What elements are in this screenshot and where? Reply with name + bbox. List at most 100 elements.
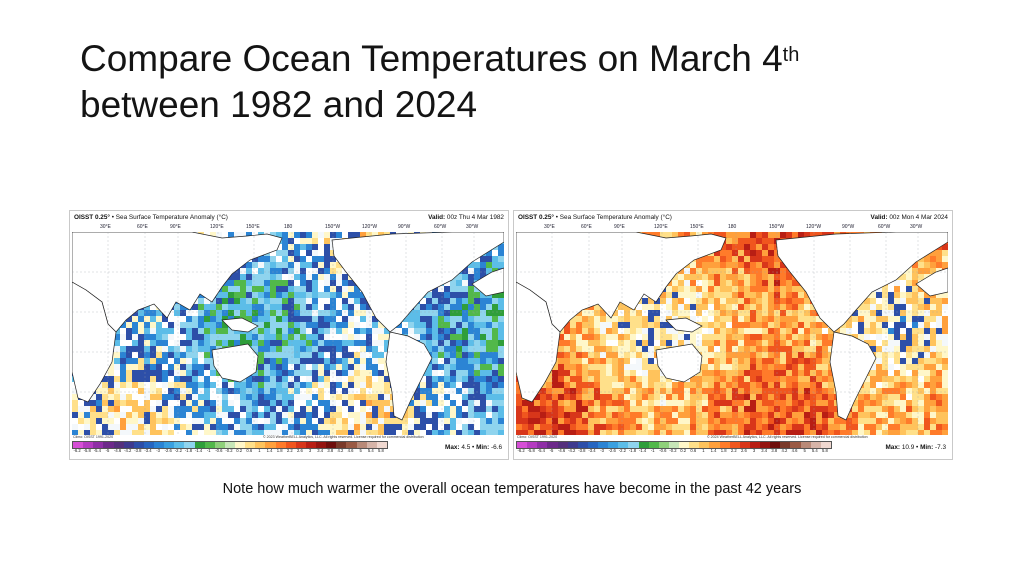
anomaly-cell xyxy=(288,316,294,322)
anomaly-cell xyxy=(456,274,462,280)
anomaly-cell xyxy=(648,394,654,400)
anomaly-cell xyxy=(138,310,144,316)
anomaly-cell xyxy=(156,346,162,352)
anomaly-cell xyxy=(558,358,564,364)
anomaly-cell xyxy=(282,322,288,328)
anomaly-cell xyxy=(732,394,738,400)
anomaly-cell xyxy=(918,412,924,418)
anomaly-cell xyxy=(480,334,486,340)
anomaly-cell xyxy=(756,274,762,280)
anomaly-cell xyxy=(228,298,234,304)
anomaly-cell xyxy=(216,376,222,382)
anomaly-cell xyxy=(894,418,900,424)
anomaly-cell xyxy=(816,406,822,412)
anomaly-cell xyxy=(336,346,342,352)
anomaly-cell xyxy=(264,346,270,352)
anomaly-cell xyxy=(210,358,216,364)
anomaly-cell xyxy=(810,388,816,394)
anomaly-cell xyxy=(348,430,354,435)
anomaly-cell xyxy=(492,352,498,358)
anomaly-cell xyxy=(912,412,918,418)
anomaly-cell xyxy=(594,382,600,388)
anomaly-cell xyxy=(942,304,948,310)
anomaly-cell xyxy=(318,262,324,268)
anomaly-cell xyxy=(870,400,876,406)
anomaly-cell xyxy=(924,418,930,424)
anomaly-cell xyxy=(486,400,492,406)
anomaly-cell xyxy=(912,340,918,346)
anomaly-cell xyxy=(114,370,120,376)
anomaly-cell xyxy=(588,316,594,322)
anomaly-cell xyxy=(294,304,300,310)
anomaly-cell xyxy=(804,298,810,304)
anomaly-cell xyxy=(678,280,684,286)
anomaly-cell xyxy=(906,292,912,298)
anomaly-cell xyxy=(552,412,558,418)
anomaly-cell xyxy=(654,418,660,424)
anomaly-cell xyxy=(930,370,936,376)
anomaly-cell xyxy=(180,370,186,376)
anomaly-cell xyxy=(786,418,792,424)
anomaly-cell xyxy=(636,394,642,400)
anomaly-cell xyxy=(162,370,168,376)
anomaly-cell xyxy=(156,328,162,334)
slide-title: Compare Ocean Temperatures on March 4th … xyxy=(80,36,980,128)
anomaly-cell xyxy=(924,346,930,352)
anomaly-cell xyxy=(414,322,420,328)
anomaly-cell xyxy=(930,250,936,256)
longitude-label: 180 xyxy=(728,224,737,230)
anomaly-cell xyxy=(762,352,768,358)
anomaly-cell xyxy=(744,352,750,358)
anomaly-cell xyxy=(792,328,798,334)
anomaly-cell xyxy=(408,418,414,424)
anomaly-cell xyxy=(882,340,888,346)
anomaly-cell xyxy=(780,310,786,316)
anomaly-cell xyxy=(702,370,708,376)
anomaly-cell xyxy=(324,334,330,340)
anomaly-cell xyxy=(288,334,294,340)
anomaly-cell xyxy=(264,430,270,435)
anomaly-cell xyxy=(744,406,750,412)
anomaly-cell xyxy=(222,328,228,334)
anomaly-cell xyxy=(270,232,276,238)
anomaly-cell xyxy=(804,352,810,358)
valid-value: 00z Mon 4 Mar 2024 xyxy=(889,214,948,221)
longitude-label: 60°E xyxy=(137,224,148,230)
anomaly-cell xyxy=(684,286,690,292)
anomaly-cell xyxy=(210,406,216,412)
anomaly-cell xyxy=(912,418,918,424)
anomaly-cell xyxy=(480,400,486,406)
anomaly-cell xyxy=(186,424,192,430)
anomaly-cell xyxy=(444,346,450,352)
credit-line: Climo: OISST 1991-2020 © 2023 WeatherBELL… xyxy=(73,435,424,439)
anomaly-cell xyxy=(930,304,936,310)
anomaly-cell xyxy=(582,400,588,406)
anomaly-cell xyxy=(138,412,144,418)
anomaly-cell xyxy=(870,292,876,298)
colorbar-swatch xyxy=(174,442,185,448)
anomaly-cell xyxy=(654,376,660,382)
anomaly-cell xyxy=(942,370,948,376)
anomaly-cell xyxy=(804,400,810,406)
anomaly-cell xyxy=(822,352,828,358)
anomaly-cell xyxy=(924,328,930,334)
anomaly-cell xyxy=(360,340,366,346)
anomaly-cell xyxy=(186,370,192,376)
anomaly-cell xyxy=(300,310,306,316)
anomaly-cell xyxy=(780,388,786,394)
anomaly-cell xyxy=(282,316,288,322)
anomaly-cell xyxy=(894,400,900,406)
anomaly-cell xyxy=(582,316,588,322)
anomaly-cell xyxy=(774,352,780,358)
anomaly-cell xyxy=(756,358,762,364)
anomaly-cell xyxy=(228,280,234,286)
anomaly-cell xyxy=(300,286,306,292)
anomaly-cell xyxy=(438,418,444,424)
anomaly-cell xyxy=(792,232,798,238)
anomaly-cell xyxy=(282,364,288,370)
anomaly-cell xyxy=(696,346,702,352)
anomaly-cell xyxy=(372,412,378,418)
anomaly-cell xyxy=(174,316,180,322)
anomaly-cell xyxy=(270,304,276,310)
anomaly-cell xyxy=(894,424,900,430)
